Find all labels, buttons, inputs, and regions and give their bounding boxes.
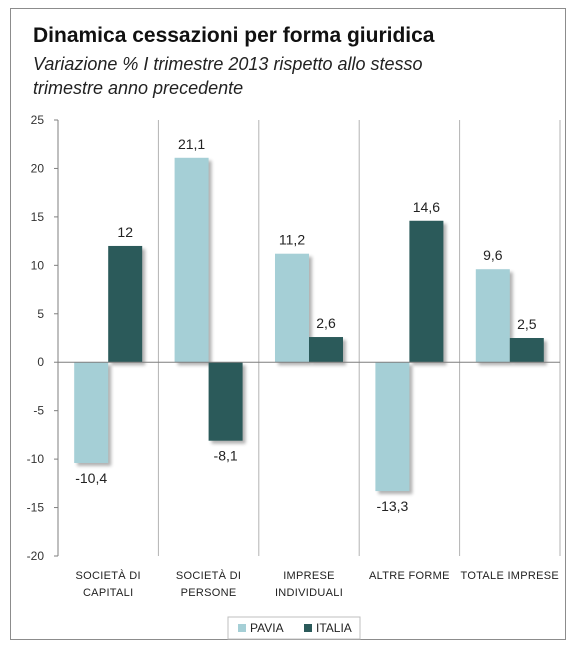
legend-box xyxy=(227,616,361,640)
chart-subtitle-line1: Variazione % I trimestre 2013 rispetto a… xyxy=(33,54,423,74)
legend-label: PAVIA xyxy=(250,621,284,635)
y-tick-label: -15 xyxy=(27,501,45,515)
category-label: IMPRESE xyxy=(283,570,335,582)
category-label: SOCIETÀ DI xyxy=(76,569,141,582)
chart-subtitle-line2: trimestre anno precedente xyxy=(33,78,244,98)
data-label: 9,6 xyxy=(483,247,503,263)
category-label: PERSONE xyxy=(181,587,237,599)
data-label: 12 xyxy=(117,224,133,240)
legend-label: ITALIA xyxy=(316,621,352,635)
y-tick-label: -5 xyxy=(33,404,44,418)
data-label: -10,4 xyxy=(75,470,107,486)
data-label: 2,6 xyxy=(316,315,336,331)
bar-italia xyxy=(509,338,544,363)
bar-italia xyxy=(108,245,143,363)
category-label: TOTALE IMPRESE xyxy=(461,570,560,582)
data-label: 21,1 xyxy=(178,136,205,152)
data-label: 14,6 xyxy=(413,199,440,215)
y-tick-label: 0 xyxy=(37,355,44,369)
bar-pavia xyxy=(475,269,510,363)
data-label: -13,3 xyxy=(376,498,408,514)
bar-pavia xyxy=(275,253,309,363)
category-label: CAPITALI xyxy=(83,587,134,599)
data-label: 11,2 xyxy=(279,232,305,248)
data-label: 2,5 xyxy=(517,316,537,332)
data-label: -8,1 xyxy=(214,448,238,464)
y-tick-label: -20 xyxy=(27,549,45,563)
bar-italia xyxy=(309,337,343,363)
y-tick-label: 20 xyxy=(31,161,45,175)
category-label: ALTRE FORME xyxy=(369,570,450,582)
bar-pavia xyxy=(375,362,410,492)
bar-italia xyxy=(208,362,243,441)
chart-title: Dinamica cessazioni per forma giuridica xyxy=(33,24,435,47)
y-tick-label: 15 xyxy=(31,210,45,224)
legend-swatch-pavia xyxy=(238,624,246,632)
y-tick-label: 25 xyxy=(31,113,45,127)
bar-pavia xyxy=(74,362,109,463)
bar-italia xyxy=(409,220,444,363)
y-tick-label: -10 xyxy=(27,452,45,466)
legend-swatch-italia xyxy=(304,624,312,632)
y-tick-label: 10 xyxy=(31,258,45,272)
category-label: INDIVIDUALI xyxy=(275,587,343,599)
category-label: SOCIETÀ DI xyxy=(176,569,241,582)
bar-pavia xyxy=(174,157,209,363)
y-tick-label: 5 xyxy=(37,307,44,321)
